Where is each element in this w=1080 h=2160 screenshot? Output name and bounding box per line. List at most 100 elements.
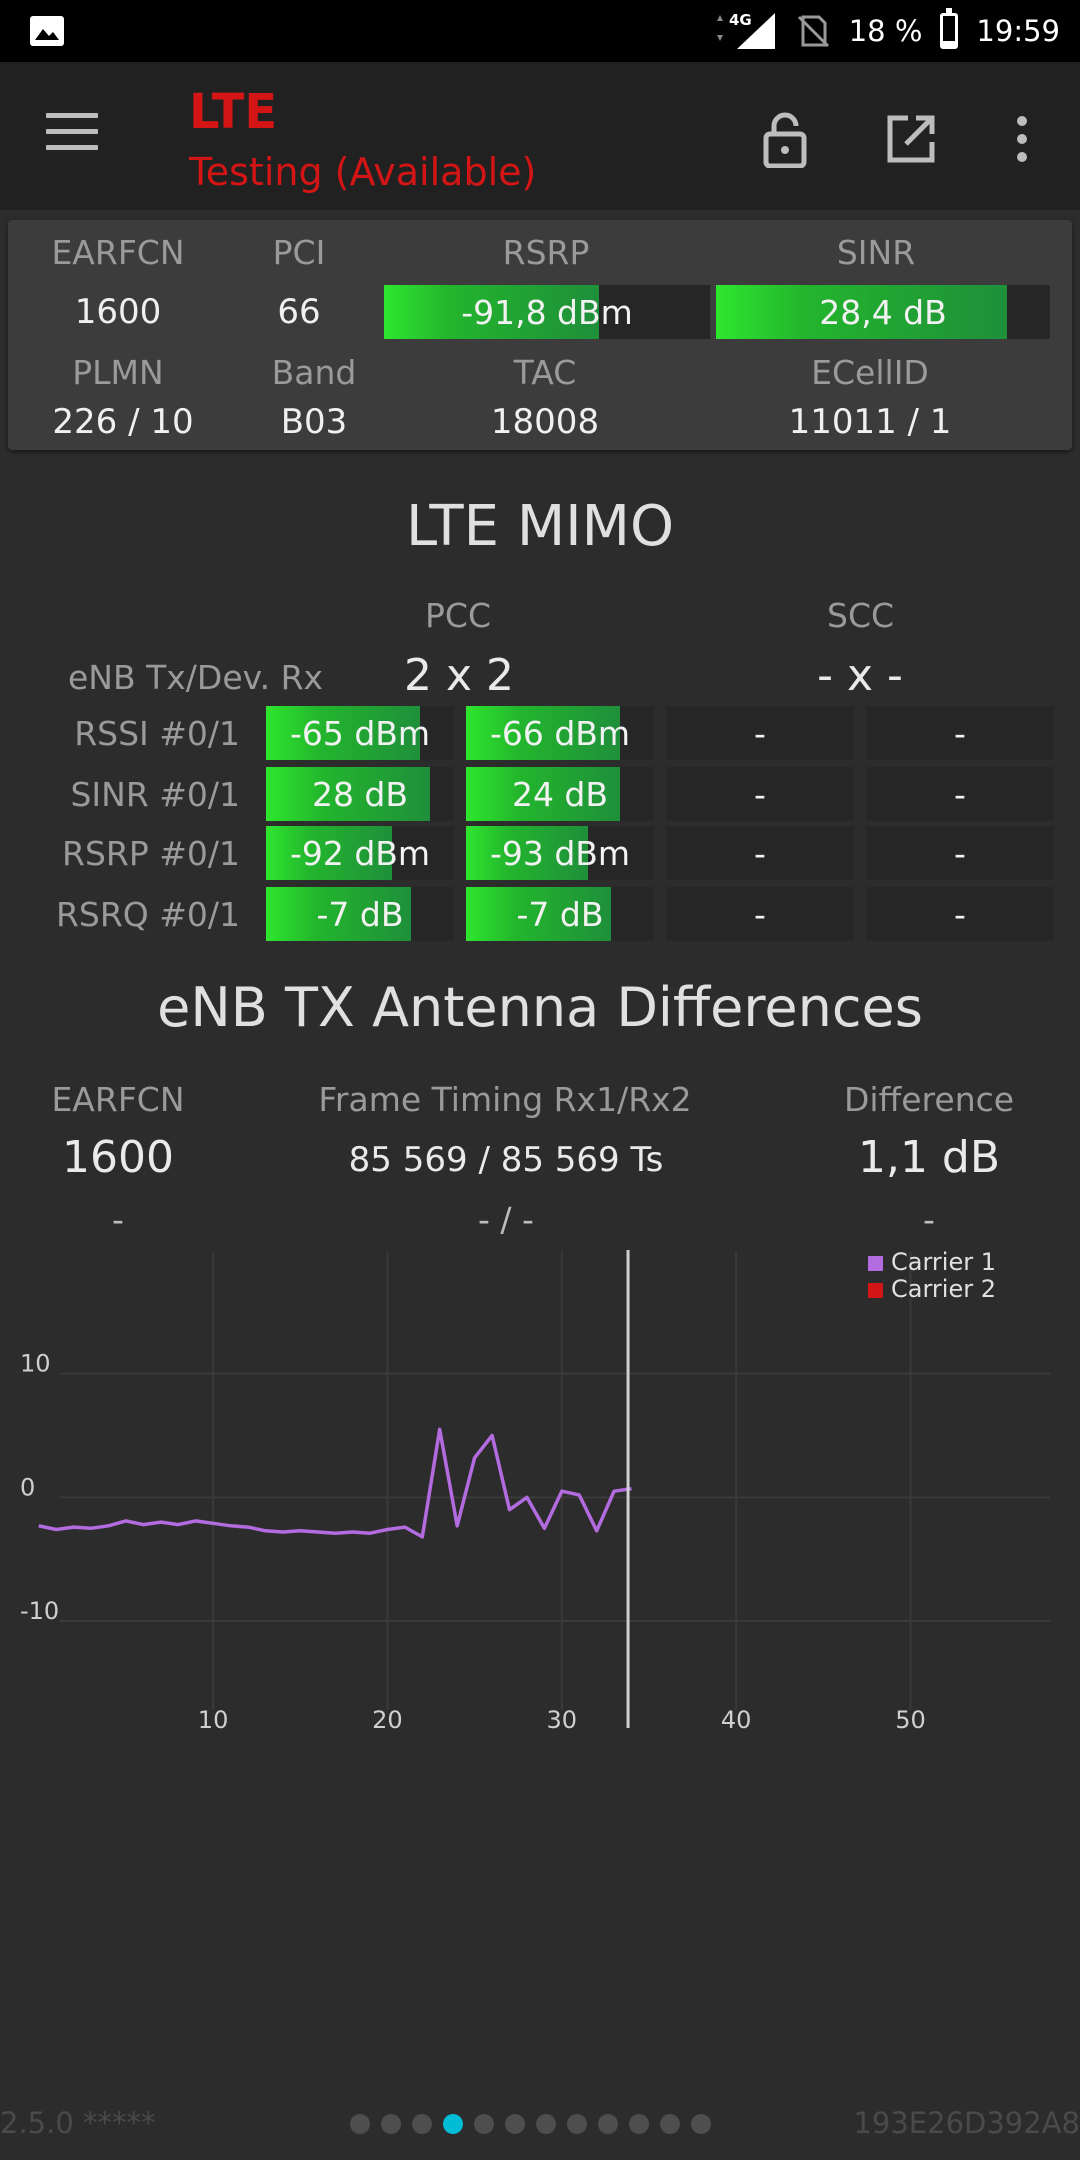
tac-value: 18008 [490, 402, 600, 442]
ecellid-value: 11011 / 1 [788, 402, 952, 442]
page-indicator[interactable] [350, 2114, 711, 2134]
mimo-cell: - [866, 706, 1054, 760]
page-dot[interactable] [629, 2114, 649, 2134]
mimo-cell-value: -66 dBm [489, 713, 631, 753]
series-line [38, 1427, 632, 1539]
page-dot[interactable] [691, 2114, 711, 2134]
app-subtitle: Testing (Available) [189, 150, 537, 194]
menu-icon[interactable] [46, 113, 98, 153]
rsrp-label: RSRP [502, 233, 590, 272]
clock: 19:59 [976, 14, 1060, 48]
difference-value-2: - [923, 1200, 935, 1239]
app-version: 2.5.0 ***** [0, 2106, 156, 2140]
lock-icon[interactable] [762, 112, 808, 168]
earfcn-value: 1600 [74, 292, 162, 332]
antenna-title: eNB TX Antenna Differences [157, 976, 923, 1039]
page-dot[interactable] [443, 2114, 463, 2134]
antenna-earfcn-value-2: - [112, 1200, 124, 1239]
mimo-cell: - [866, 887, 1054, 941]
more-vert-icon[interactable] [1010, 114, 1034, 164]
x-tick-label: 30 [547, 1706, 578, 1734]
x-tick-label: 40 [721, 1706, 752, 1734]
x-tick-label: 20 [372, 1706, 403, 1734]
pci-label: PCI [272, 233, 326, 272]
device-id: 193E26D392A8 [853, 2106, 1080, 2140]
antenna-earfcn-value: 1600 [62, 1132, 174, 1183]
status-bar: 4G 18 % 19:59 [0, 0, 1080, 62]
battery-percent: 18 % [848, 14, 923, 48]
ecellid-label: ECellID [811, 353, 929, 392]
mimo-cell: -7 dB [466, 887, 654, 941]
band-value: B03 [280, 402, 348, 442]
pcc-label: PCC [425, 596, 491, 635]
page-dot[interactable] [350, 2114, 370, 2134]
mimo-row-label: RSRQ #0/1 [55, 895, 240, 934]
mimo-row-label: RSRP #0/1 [62, 834, 240, 873]
mimo-cell: - [666, 706, 854, 760]
mimo-cell-value: - [754, 774, 766, 814]
y-tick-label: -10 [20, 1597, 59, 1625]
pci-value: 66 [277, 292, 321, 332]
mimo-cell-value: - [954, 774, 966, 814]
antenna-earfcn-label: EARFCN [51, 1080, 185, 1119]
mimo-cell: -65 dBm [266, 706, 454, 760]
mimo-cell-value: - [954, 713, 966, 753]
mimo-cell-value: - [754, 713, 766, 753]
band-label: Band [271, 353, 357, 392]
image-notification-icon [30, 16, 64, 46]
mimo-row-label: RSSI #0/1 [74, 714, 240, 753]
app-title: LTE [189, 84, 278, 140]
txrx-label: eNB Tx/Dev. Rx [68, 658, 324, 697]
page-dot[interactable] [660, 2114, 680, 2134]
page-dot[interactable] [381, 2114, 401, 2134]
page-dot[interactable] [598, 2114, 618, 2134]
mimo-cell-value: -65 dBm [289, 713, 431, 753]
scc-label: SCC [827, 596, 895, 635]
page-dot[interactable] [505, 2114, 525, 2134]
frame-timing-value: 85 569 / 85 569 Ts [348, 1140, 664, 1180]
y-tick-label: 0 [20, 1473, 35, 1501]
page-dot[interactable] [412, 2114, 432, 2134]
tac-label: TAC [513, 353, 577, 392]
mimo-cell: -92 dBm [266, 826, 454, 880]
mimo-cell-value: - [954, 833, 966, 873]
x-tick-label: 10 [198, 1706, 229, 1734]
mimo-cell: -7 dB [266, 887, 454, 941]
sinr-bar: 28,4 dB [716, 285, 1050, 339]
mimo-cell: 24 dB [466, 767, 654, 821]
legend-label: Carrier 2 [891, 1275, 996, 1303]
mimo-cell: - [666, 826, 854, 880]
mimo-cell: 28 dB [266, 767, 454, 821]
mimo-cell: - [866, 767, 1054, 821]
x-tick-label: 50 [895, 1706, 926, 1734]
rsrp-value: -91,8 dBm [461, 292, 633, 332]
mimo-cell: - [666, 767, 854, 821]
open-external-icon[interactable] [886, 114, 936, 164]
mimo-cell: -66 dBm [466, 706, 654, 760]
signal-4g-icon: 4G [716, 11, 775, 49]
legend-swatch [868, 1283, 883, 1298]
frame-timing-value-2: - / - [478, 1200, 534, 1239]
mimo-cell-value: 28 dB [311, 774, 409, 814]
mimo-row-label: SINR #0/1 [70, 775, 240, 814]
mimo-cell: - [666, 887, 854, 941]
legend-label: Carrier 1 [891, 1248, 996, 1276]
earfcn-label: EARFCN [51, 233, 185, 272]
y-tick-label: 10 [20, 1350, 51, 1378]
page-dot[interactable] [474, 2114, 494, 2134]
plmn-value: 226 / 10 [52, 402, 194, 442]
difference-value: 1,1 dB [857, 1132, 1001, 1183]
mimo-cell-value: 24 dB [511, 774, 609, 814]
mimo-cell: -93 dBm [466, 826, 654, 880]
mimo-title: LTE MIMO [405, 494, 675, 559]
app-bar: LTE Testing (Available) [0, 62, 1080, 210]
page-dot[interactable] [567, 2114, 587, 2134]
pcc-value: 2 x 2 [404, 650, 514, 701]
network-type: 4G [729, 11, 752, 29]
difference-label: Difference [843, 1080, 1015, 1119]
sinr-value: 28,4 dB [819, 292, 947, 332]
scc-value: - x - [817, 650, 903, 701]
mimo-cell-value: - [754, 833, 766, 873]
page-dot[interactable] [536, 2114, 556, 2134]
